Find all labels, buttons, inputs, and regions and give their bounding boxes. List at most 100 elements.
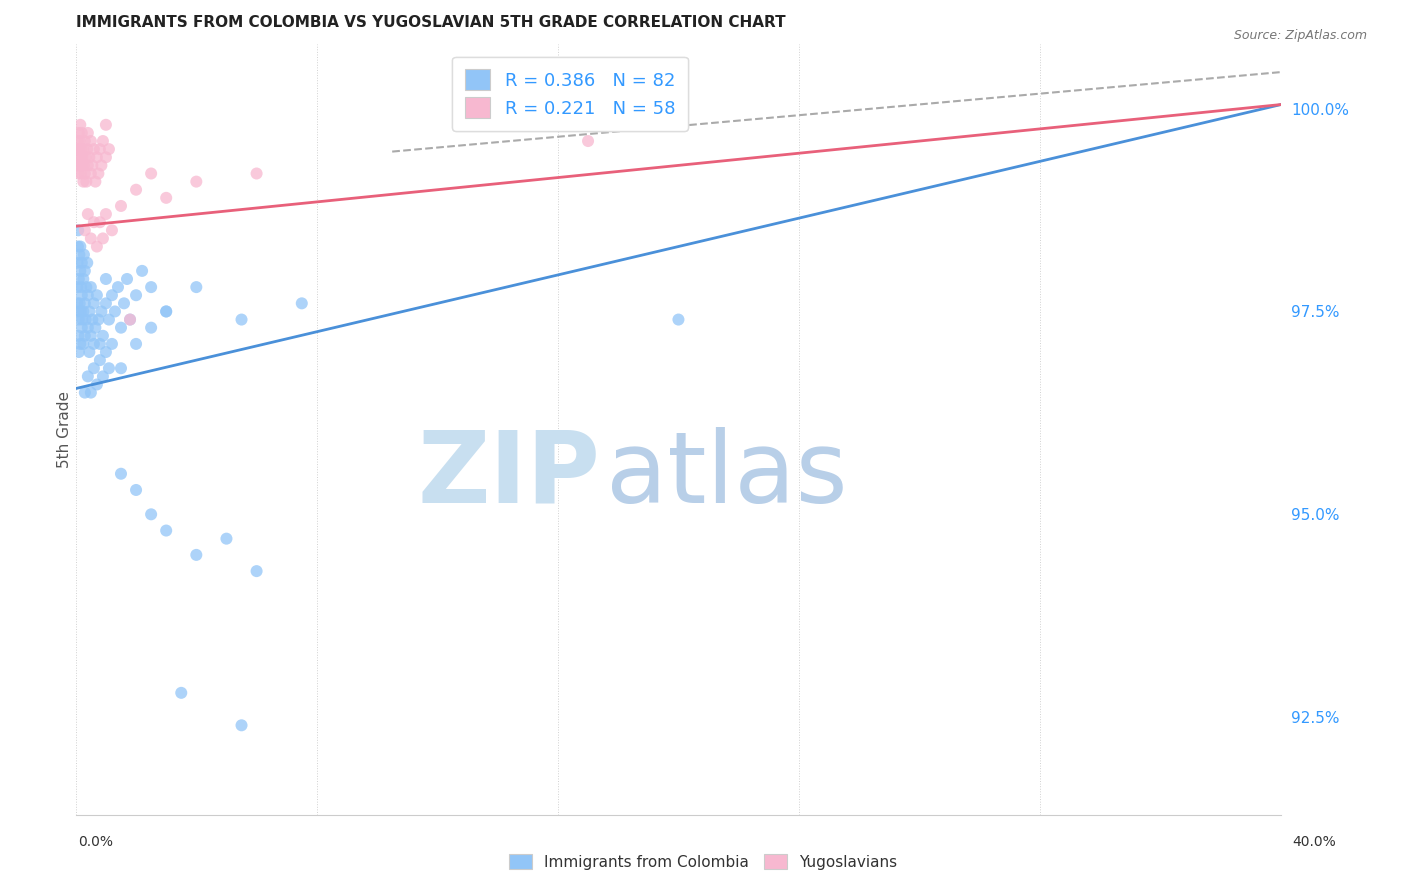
Point (118, 312, 141, 326)
Point (79, 345, 101, 359)
Point (76, 369, 98, 384)
Point (91, 134, 114, 148)
Point (70, 304, 93, 318)
Point (84, 175, 107, 189)
Point (107, 280, 129, 294)
Point (75, 150, 97, 164)
Point (101, 337, 124, 351)
Legend: R = 0.386   N = 82, R = 0.221   N = 58: R = 0.386 N = 82, R = 0.221 N = 58 (453, 56, 688, 131)
Point (75, 312, 97, 326)
Point (75, 175, 97, 189)
Point (94, 150, 117, 164)
Point (73, 158, 96, 172)
Text: atlas: atlas (606, 427, 848, 524)
Point (73, 264, 96, 278)
Point (76, 288, 98, 302)
Point (67, 167, 90, 181)
Point (66, 158, 89, 172)
Point (80, 385, 103, 400)
Point (66, 256, 89, 270)
Point (70, 256, 93, 270)
Point (67, 223, 90, 237)
Point (67, 150, 90, 164)
Point (186, 280, 208, 294)
Point (80, 280, 103, 294)
Point (139, 320, 162, 334)
Point (101, 223, 124, 237)
Point (125, 288, 148, 302)
Point (94, 272, 117, 286)
Point (186, 175, 208, 189)
Point (80, 231, 103, 245)
Point (67, 142, 90, 156)
Point (90, 158, 112, 172)
Point (87, 167, 110, 181)
Point (245, 167, 267, 181)
Text: IMMIGRANTS FROM COLOMBIA VS YUGOSLAVIAN 5TH GRADE CORRELATION CHART: IMMIGRANTS FROM COLOMBIA VS YUGOSLAVIAN … (76, 15, 786, 30)
Point (83, 215, 105, 229)
Point (118, 312, 141, 326)
Point (131, 264, 153, 278)
Point (73, 385, 96, 400)
Point (86, 377, 108, 392)
Point (110, 320, 132, 334)
Point (66, 239, 89, 253)
Point (155, 304, 177, 318)
Point (72, 304, 94, 318)
Point (110, 361, 132, 376)
Point (89, 353, 111, 368)
Point (84, 320, 107, 334)
Point (69, 150, 91, 164)
Point (80, 134, 103, 148)
Point (245, 564, 267, 578)
Point (73, 247, 96, 261)
Point (90, 304, 112, 318)
Point (139, 280, 162, 294)
Point (69, 134, 91, 148)
Point (67, 158, 90, 172)
Point (72, 337, 94, 351)
Point (67, 328, 90, 343)
Point (80, 167, 103, 181)
Point (112, 296, 135, 310)
Point (70, 280, 93, 294)
Y-axis label: 5th Grade: 5th Grade (58, 391, 72, 467)
Point (66, 142, 89, 156)
Point (67, 304, 90, 318)
Point (66, 280, 89, 294)
Point (67, 247, 90, 261)
Point (86, 288, 108, 302)
Point (110, 467, 132, 481)
Point (72, 142, 94, 156)
Point (79, 304, 101, 318)
Point (170, 686, 193, 700)
Point (69, 296, 91, 310)
Point (125, 183, 148, 197)
Point (87, 312, 110, 326)
Point (76, 207, 98, 221)
Point (79, 150, 101, 164)
Point (91, 328, 114, 343)
Point (215, 532, 238, 546)
Point (70, 167, 93, 181)
Point (82, 158, 104, 172)
Point (155, 304, 177, 318)
Point (72, 312, 94, 326)
Point (89, 337, 111, 351)
Point (94, 345, 117, 359)
Point (66, 134, 89, 148)
Point (91, 231, 114, 245)
Point (70, 158, 93, 172)
Point (97, 312, 120, 326)
Point (155, 524, 177, 538)
Point (155, 191, 177, 205)
Point (231, 312, 253, 326)
Point (576, 134, 599, 148)
Point (67, 272, 90, 286)
Point (69, 118, 91, 132)
Point (76, 142, 98, 156)
Point (110, 199, 132, 213)
Point (69, 337, 91, 351)
Point (83, 337, 105, 351)
Point (83, 361, 105, 376)
